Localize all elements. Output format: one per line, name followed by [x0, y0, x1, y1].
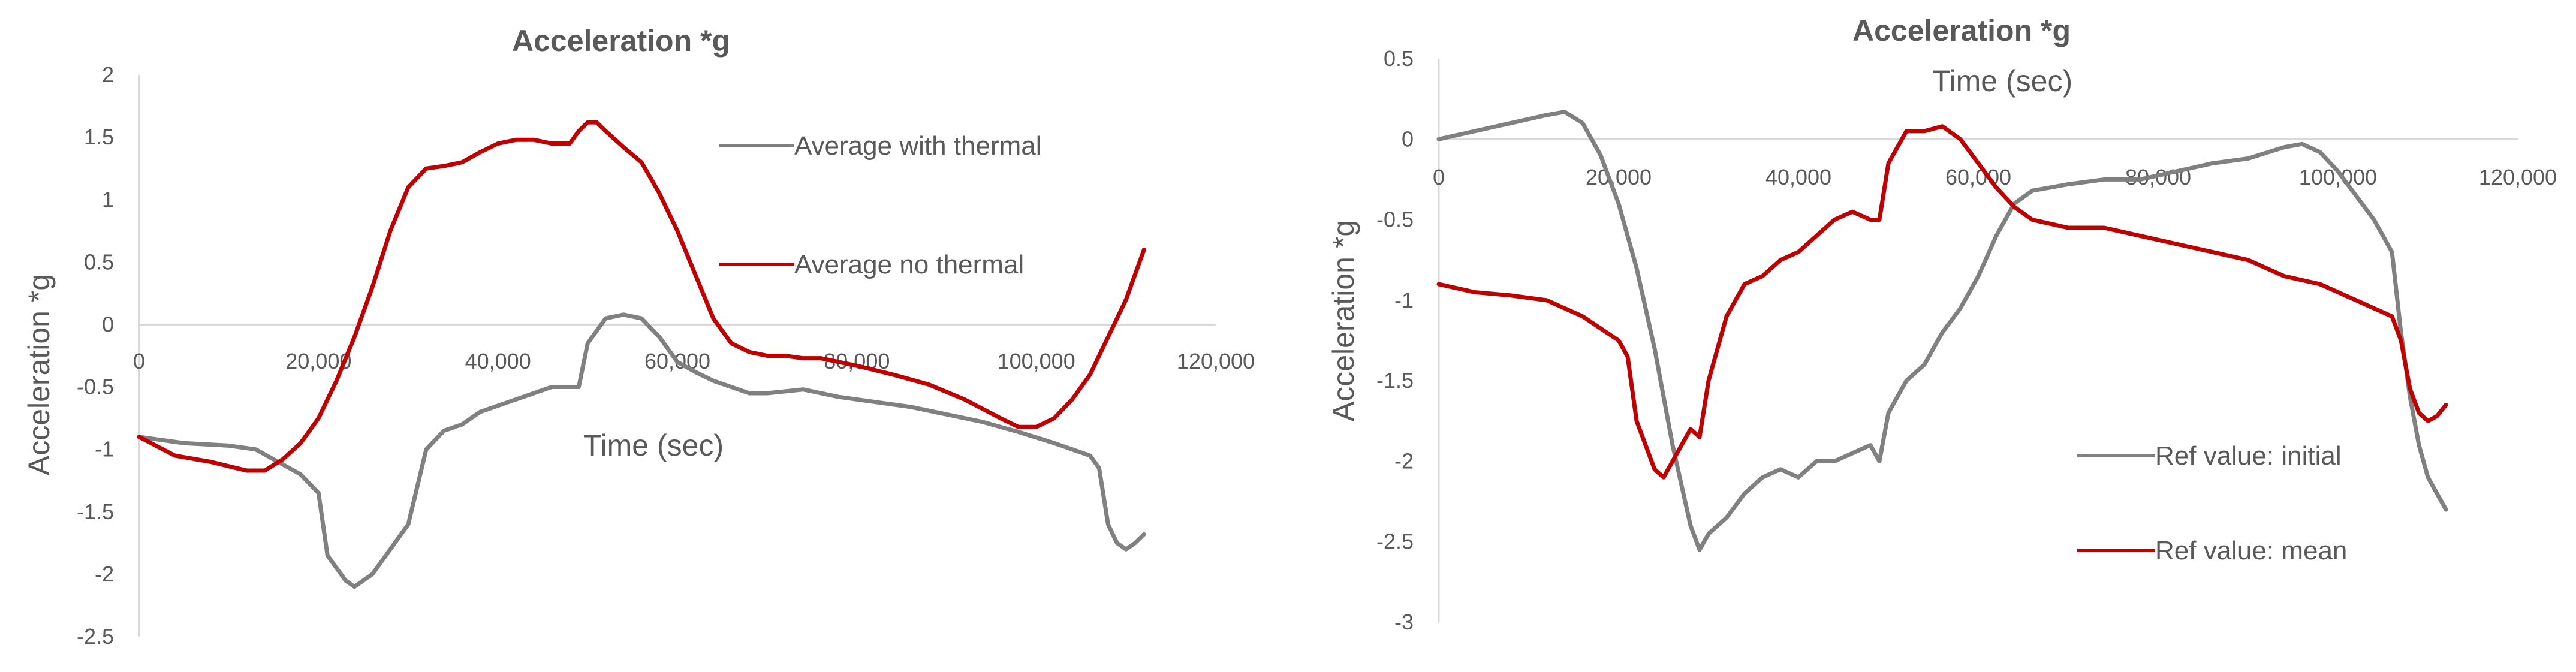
y-tick-label: 0.5: [84, 249, 114, 274]
y-tick-label: -2: [95, 562, 114, 586]
y-tick-label: 1.5: [84, 125, 114, 149]
y-tick-label: -2: [1394, 448, 1414, 473]
series-line-ref-value-mean: [1436, 124, 2448, 480]
legend-label-ref-value-initial: Ref value: initial: [2155, 441, 2342, 471]
chart-title: Acceleration *g: [1852, 14, 2071, 47]
y-tick-label: 2: [102, 62, 114, 87]
legend-label-ref-value-mean: Ref value: mean: [2155, 536, 2347, 565]
series-line-average-with-thermal: [137, 312, 1146, 589]
legend-label-average-no-thermal: Average no thermal: [794, 250, 1024, 279]
y-tick-label: 0.5: [1384, 46, 1414, 71]
y-axis-label: Acceleration *g: [22, 274, 56, 475]
y-axis-label: Acceleration *g: [1327, 220, 1360, 421]
series-line-ref-value-initial: [1436, 110, 2448, 552]
x-tick-label: 120,000: [1177, 349, 1255, 373]
x-axis-label: Time (sec): [583, 429, 724, 462]
x-tick-label: 0: [133, 349, 145, 373]
y-tick-label: -1: [1394, 288, 1414, 312]
y-tick-label: -2.5: [1376, 529, 1414, 554]
legend: Ref value: initial Ref value: mean: [2077, 441, 2347, 565]
chart-title: Acceleration *g: [512, 24, 730, 58]
chart-right: Acceleration *g Time (sec) Acceleration …: [1327, 14, 2557, 634]
y-tick-label: -1: [95, 437, 114, 462]
y-tick-label: -0.5: [77, 375, 114, 399]
x-tick-label: 120,000: [2479, 165, 2557, 189]
y-tick-label: 1: [102, 187, 114, 212]
y-tick-label: -1.5: [77, 499, 114, 524]
x-tick-label: 60,000: [1945, 165, 2011, 189]
x-tick-label: 100,000: [998, 349, 1075, 373]
chart-left: Acceleration *g Acceleration *g Time (se…: [22, 24, 1255, 649]
x-tick-label: 20,000: [1586, 165, 1652, 189]
x-axis-label: Time (sec): [1932, 64, 2072, 98]
y-tick-label: 0: [102, 312, 114, 336]
y-tick-label: -1.5: [1376, 368, 1414, 393]
y-tick-label: 0: [1402, 126, 1414, 151]
x-tick-label: 0: [1433, 165, 1445, 189]
y-tick-label: -0.5: [1376, 207, 1414, 232]
legend: Average with thermal Average no thermal: [719, 131, 1042, 279]
y-tick-label: -3: [1394, 610, 1414, 634]
x-tick-label: 40,000: [1765, 165, 1831, 189]
y-tick-label: -2.5: [77, 624, 114, 649]
series-line-average-no-thermal: [137, 120, 1146, 473]
legend-label-average-with-thermal: Average with thermal: [794, 131, 1042, 161]
x-tick-label: 40,000: [465, 349, 531, 373]
